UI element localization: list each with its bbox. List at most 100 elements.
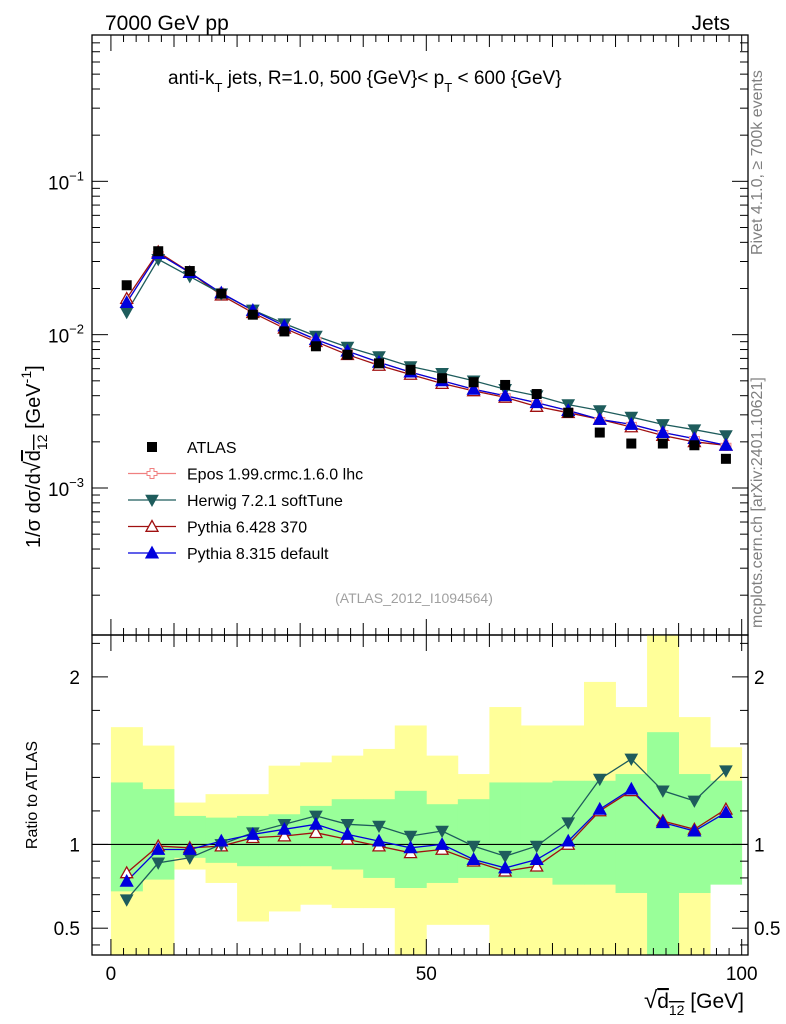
ratio-series-3-point [214, 833, 229, 847]
analysis-tag: (ATLAS_2012_I1094564) [335, 590, 493, 606]
rivet-version-label: Rivet 4.1.0, ≥ 700k events [749, 70, 766, 255]
ratio-series-3-point [624, 781, 639, 795]
ratio-series-1-point [340, 819, 355, 832]
series-3-point [592, 412, 607, 425]
ratio-y-tick-label-right: 2 [754, 668, 765, 689]
main-y-ticks: 10−3 10−2 10−1 [48, 34, 748, 596]
series-3-point [466, 382, 481, 395]
ratio-band-green [584, 780, 616, 885]
ratio-band-green [710, 780, 743, 885]
ratio-y-tick-label-right: 0.5 [754, 919, 780, 940]
ratio-x-ticks: 0 50 100 [106, 635, 758, 985]
ratio-series-2-point [308, 825, 324, 839]
series-3-point [624, 417, 639, 430]
ratio-series-3-point [119, 873, 134, 887]
ratio-series-1-point [687, 795, 702, 808]
ratio-y-tick-label: 2 [69, 668, 80, 689]
header-left-label: 7000 GeV pp [105, 12, 229, 35]
atlas-point [563, 407, 574, 418]
series-1-point [655, 419, 670, 432]
main-x-ticks [110, 35, 743, 635]
legend-marker [147, 442, 157, 452]
source-label: mcplots.cern.ch [arXiv:2401.10621] [749, 377, 766, 628]
ratio-series-1-point [403, 830, 418, 844]
series-3-point [529, 395, 544, 409]
ratio-series-3-point [718, 805, 734, 819]
atlas-point [310, 341, 321, 352]
ratio-series-3-point [182, 842, 197, 855]
legend-label: Pythia 8.315 default [187, 546, 329, 563]
ratio-band-green [647, 732, 680, 955]
x-tick-label: 50 [416, 964, 437, 985]
legend-marker [145, 494, 159, 508]
ratio-series-3-point [308, 816, 324, 830]
legend-label: Herwig 7.2.1 softTune [187, 493, 343, 510]
x-tick-label: 0 [106, 964, 117, 985]
atlas-point [121, 280, 132, 291]
atlas-point [657, 438, 668, 449]
series-line-0 [126, 252, 727, 446]
atlas-point [500, 379, 511, 390]
ratio-series-1-point [435, 825, 449, 839]
atlas-point [626, 438, 637, 449]
ratio-y-tick-label-right: 1 [754, 835, 765, 856]
ratio-series-1-point [466, 840, 481, 854]
ratio-y-tick-label: 1 [69, 835, 80, 856]
ratio-series-3-point [655, 815, 670, 829]
main-y-tick-label: 10−3 [48, 475, 84, 501]
ratio-series-3-point [403, 840, 418, 854]
main-y-tick-label: 10−2 [48, 322, 84, 348]
series-3-point [655, 425, 670, 438]
atlas-point [374, 358, 384, 369]
main-y-tick-label: 10−1 [48, 168, 84, 194]
legend: ATLAS Epos 1.99.crmc.1.6.0 lhc Herwig 7.2.… [128, 440, 363, 563]
series-3-point [718, 437, 734, 451]
atlas-point [468, 377, 479, 388]
atlas-point [153, 246, 164, 257]
series-3-point [498, 388, 513, 402]
x-tick-label: 100 [726, 964, 758, 985]
series-1-point [119, 306, 134, 320]
ratio-series-3-point [687, 823, 702, 837]
ratio-series-1-point [561, 817, 576, 830]
ratio-series-1-point [624, 753, 639, 767]
ratio-y-ticks: 0.5 0.5 1 1 2 2 [54, 642, 780, 946]
ratio-series-1-point [655, 785, 670, 798]
atlas-point [216, 288, 227, 299]
legend-marker [144, 545, 160, 559]
ratio-series-3-point [592, 801, 607, 815]
ratio-series-3-point [371, 833, 387, 847]
ratio-series-3-point [151, 842, 166, 855]
plot-title: anti-kT jets, R=1.0, 500 {GeV}< pT < 600… [168, 68, 562, 95]
series-1-point [592, 405, 607, 418]
ratio-bands [92, 635, 748, 955]
atlas-point [247, 309, 258, 320]
series-line-2 [126, 251, 726, 446]
series-1-point [719, 430, 733, 443]
ratio-marks [119, 753, 734, 907]
main-marks [119, 244, 734, 464]
legend-marker [146, 468, 158, 479]
legend-label: Epos 1.99.crmc.1.6.0 lhc [187, 467, 363, 484]
main-frame [91, 34, 749, 636]
legend-label: Pythia 6.428 370 [187, 520, 307, 537]
ratio-series-1-point [119, 894, 134, 907]
atlas-point [437, 373, 448, 384]
atlas-point [342, 349, 353, 360]
legend-label: ATLAS [187, 440, 237, 457]
legend-marker [144, 519, 160, 532]
ratio-series-3-point [529, 852, 544, 865]
ratio-series-3-point [498, 860, 513, 874]
atlas-point [594, 427, 605, 438]
atlas-point [184, 266, 195, 277]
atlas-point [279, 326, 290, 337]
atlas-point [689, 440, 700, 451]
ratio-series-1-point [498, 850, 513, 864]
series-line-3 [126, 252, 727, 446]
y-axis-label-ratio: Ratio to ATLAS [24, 741, 41, 849]
ratio-series-1-point [151, 857, 166, 870]
ratio-series-2-point [277, 828, 292, 842]
ratio-series-1-point [309, 810, 323, 823]
ratio-series-3-point [245, 827, 260, 840]
